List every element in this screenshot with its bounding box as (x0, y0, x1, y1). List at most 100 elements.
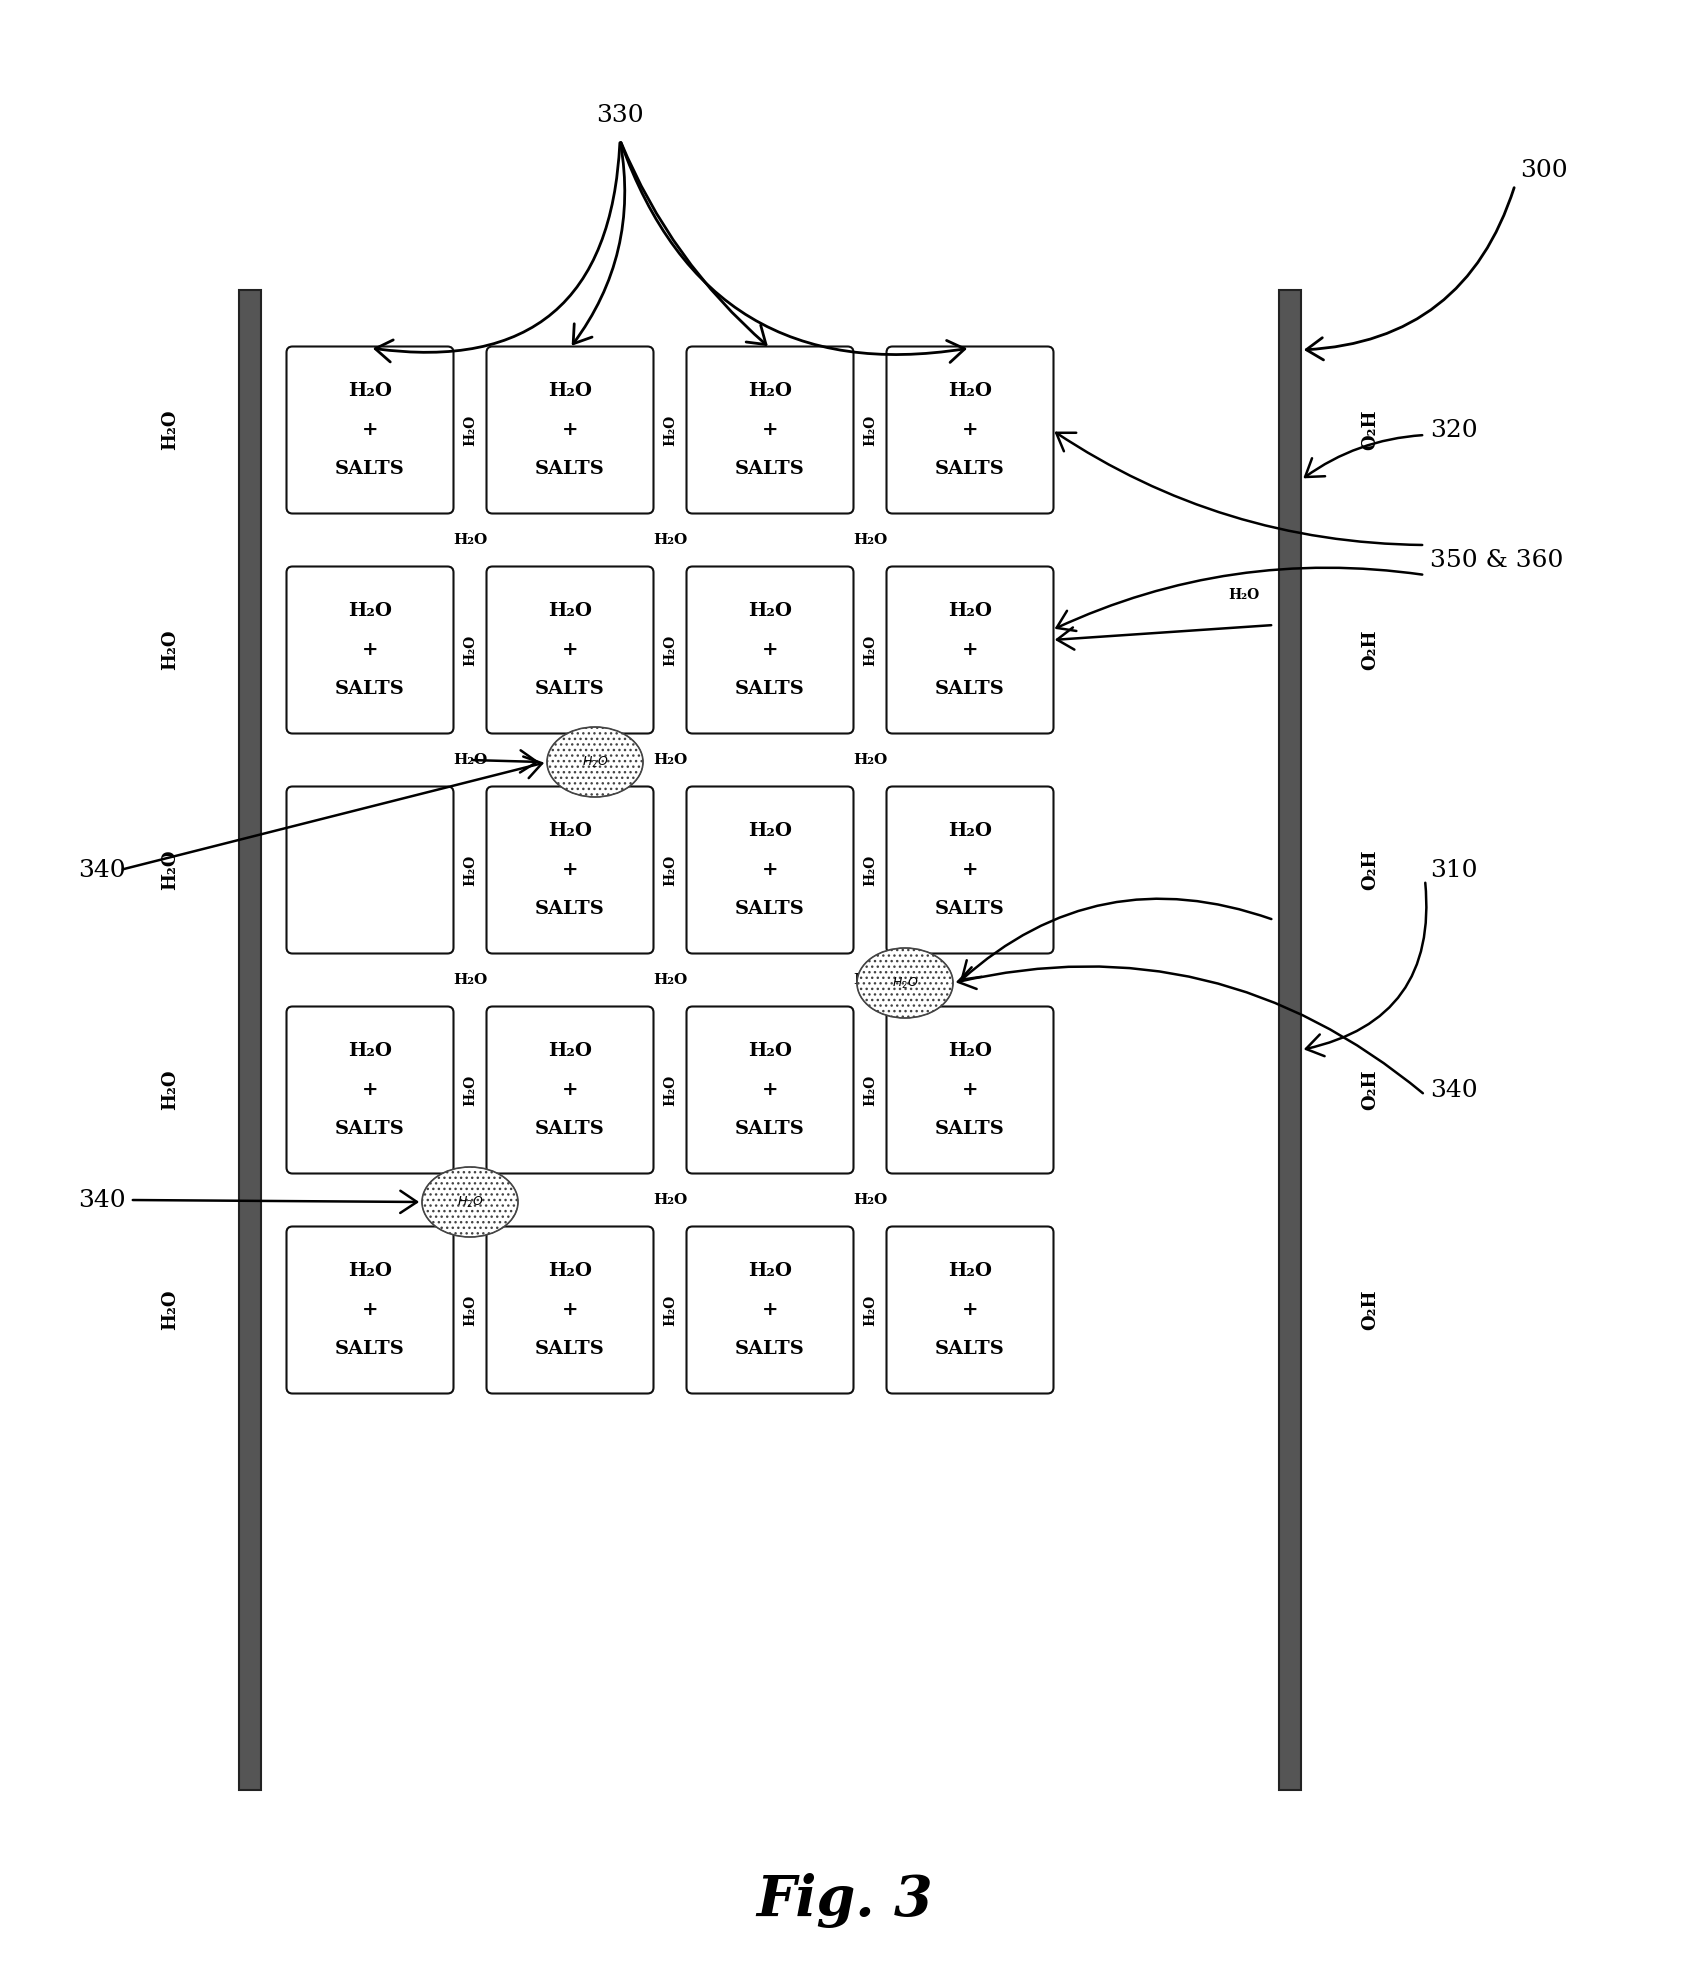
FancyArrowPatch shape (123, 756, 542, 869)
Text: O₂H: O₂H (1360, 1071, 1378, 1110)
Ellipse shape (422, 1168, 519, 1237)
Bar (1279, 291, 1301, 1789)
Text: SALTS: SALTS (735, 1340, 804, 1358)
Text: H₂O: H₂O (853, 974, 887, 988)
Text: H₂O: H₂O (748, 821, 792, 841)
Text: H₂O: H₂O (348, 382, 392, 400)
Text: H₂O: H₂O (547, 382, 591, 400)
Text: SALTS: SALTS (535, 1120, 605, 1138)
Text: +: + (762, 1300, 779, 1318)
FancyBboxPatch shape (486, 786, 654, 954)
Text: 300: 300 (1518, 158, 1567, 182)
FancyArrowPatch shape (620, 142, 765, 344)
Text: SALTS: SALTS (535, 1340, 605, 1358)
Text: H₂O: H₂O (160, 1071, 179, 1110)
FancyArrowPatch shape (573, 142, 625, 344)
Text: SALTS: SALTS (334, 679, 405, 699)
Text: +: + (561, 1300, 578, 1318)
Text: O₂H: O₂H (1360, 410, 1378, 451)
Text: H₂O: H₂O (863, 1075, 877, 1106)
Text: H₂O: H₂O (160, 849, 179, 891)
Text: SALTS: SALTS (934, 900, 1005, 918)
Text: H₂O: H₂O (1228, 588, 1258, 602)
FancyArrowPatch shape (1306, 188, 1513, 360)
Text: H₂O: H₂O (547, 1043, 591, 1061)
FancyBboxPatch shape (287, 566, 453, 734)
Text: $H_2O$: $H_2O$ (581, 754, 608, 770)
FancyBboxPatch shape (887, 1007, 1052, 1174)
Text: H₂O: H₂O (748, 1043, 792, 1061)
FancyBboxPatch shape (887, 1227, 1052, 1393)
Text: H₂O: H₂O (463, 1294, 476, 1326)
Text: +: + (961, 861, 978, 879)
Text: O₂H: O₂H (1360, 629, 1378, 671)
Text: Fig. 3: Fig. 3 (757, 1872, 932, 1928)
Text: SALTS: SALTS (934, 1120, 1005, 1138)
Text: SALTS: SALTS (735, 1120, 804, 1138)
Text: SALTS: SALTS (735, 900, 804, 918)
Text: SALTS: SALTS (535, 679, 605, 699)
Text: H₂O: H₂O (453, 1193, 486, 1207)
Text: H₂O: H₂O (652, 532, 687, 546)
Text: +: + (561, 422, 578, 439)
FancyBboxPatch shape (686, 1007, 853, 1174)
FancyBboxPatch shape (287, 1007, 453, 1174)
Bar (238, 291, 260, 1789)
Text: SALTS: SALTS (934, 1340, 1005, 1358)
Text: +: + (361, 422, 378, 439)
Text: H₂O: H₂O (348, 1043, 392, 1061)
Text: H₂O: H₂O (652, 1193, 687, 1207)
Text: +: + (961, 1081, 978, 1098)
Text: H₂O: H₂O (662, 1294, 677, 1326)
Text: +: + (561, 641, 578, 659)
Text: SALTS: SALTS (735, 679, 804, 699)
Text: +: + (361, 641, 378, 659)
Text: $H_2O$: $H_2O$ (892, 976, 917, 991)
Text: H₂O: H₂O (948, 602, 991, 619)
Text: H₂O: H₂O (160, 410, 179, 451)
Text: SALTS: SALTS (535, 900, 605, 918)
FancyArrowPatch shape (620, 142, 964, 362)
Text: H₂O: H₂O (453, 532, 486, 546)
Text: H₂O: H₂O (853, 1193, 887, 1207)
Text: +: + (561, 1081, 578, 1098)
Text: +: + (361, 1300, 378, 1318)
Text: SALTS: SALTS (735, 459, 804, 477)
Text: O₂H: O₂H (1360, 849, 1378, 891)
Text: +: + (561, 861, 578, 879)
FancyBboxPatch shape (486, 346, 654, 513)
Text: H₂O: H₂O (863, 855, 877, 887)
Text: +: + (762, 1081, 779, 1098)
Text: 340: 340 (78, 859, 125, 881)
Text: SALTS: SALTS (334, 459, 405, 477)
Text: H₂O: H₂O (948, 1043, 991, 1061)
Text: H₂O: H₂O (863, 414, 877, 445)
Text: H₂O: H₂O (662, 855, 677, 887)
Text: H₂O: H₂O (453, 974, 486, 988)
FancyArrowPatch shape (133, 1191, 417, 1213)
FancyBboxPatch shape (287, 1227, 453, 1393)
FancyArrowPatch shape (473, 750, 537, 772)
Text: SALTS: SALTS (334, 1120, 405, 1138)
Text: H₂O: H₂O (748, 382, 792, 400)
Text: H₂O: H₂O (863, 1294, 877, 1326)
FancyBboxPatch shape (887, 346, 1052, 513)
Text: O₂H: O₂H (1360, 1290, 1378, 1330)
Text: SALTS: SALTS (934, 679, 1005, 699)
Text: 310: 310 (1429, 859, 1476, 881)
Text: +: + (961, 422, 978, 439)
Text: H₂O: H₂O (853, 532, 887, 546)
Text: H₂O: H₂O (748, 602, 792, 619)
FancyArrowPatch shape (1056, 568, 1422, 631)
Text: H₂O: H₂O (948, 382, 991, 400)
Text: H₂O: H₂O (453, 752, 486, 768)
Ellipse shape (856, 948, 953, 1017)
Text: H₂O: H₂O (863, 635, 877, 665)
Text: H₂O: H₂O (948, 1263, 991, 1280)
Text: $H_2O$: $H_2O$ (456, 1195, 483, 1209)
FancyBboxPatch shape (686, 346, 853, 513)
FancyArrowPatch shape (1304, 435, 1422, 477)
FancyArrowPatch shape (1056, 433, 1422, 544)
FancyArrowPatch shape (1306, 883, 1426, 1057)
Ellipse shape (547, 726, 642, 798)
